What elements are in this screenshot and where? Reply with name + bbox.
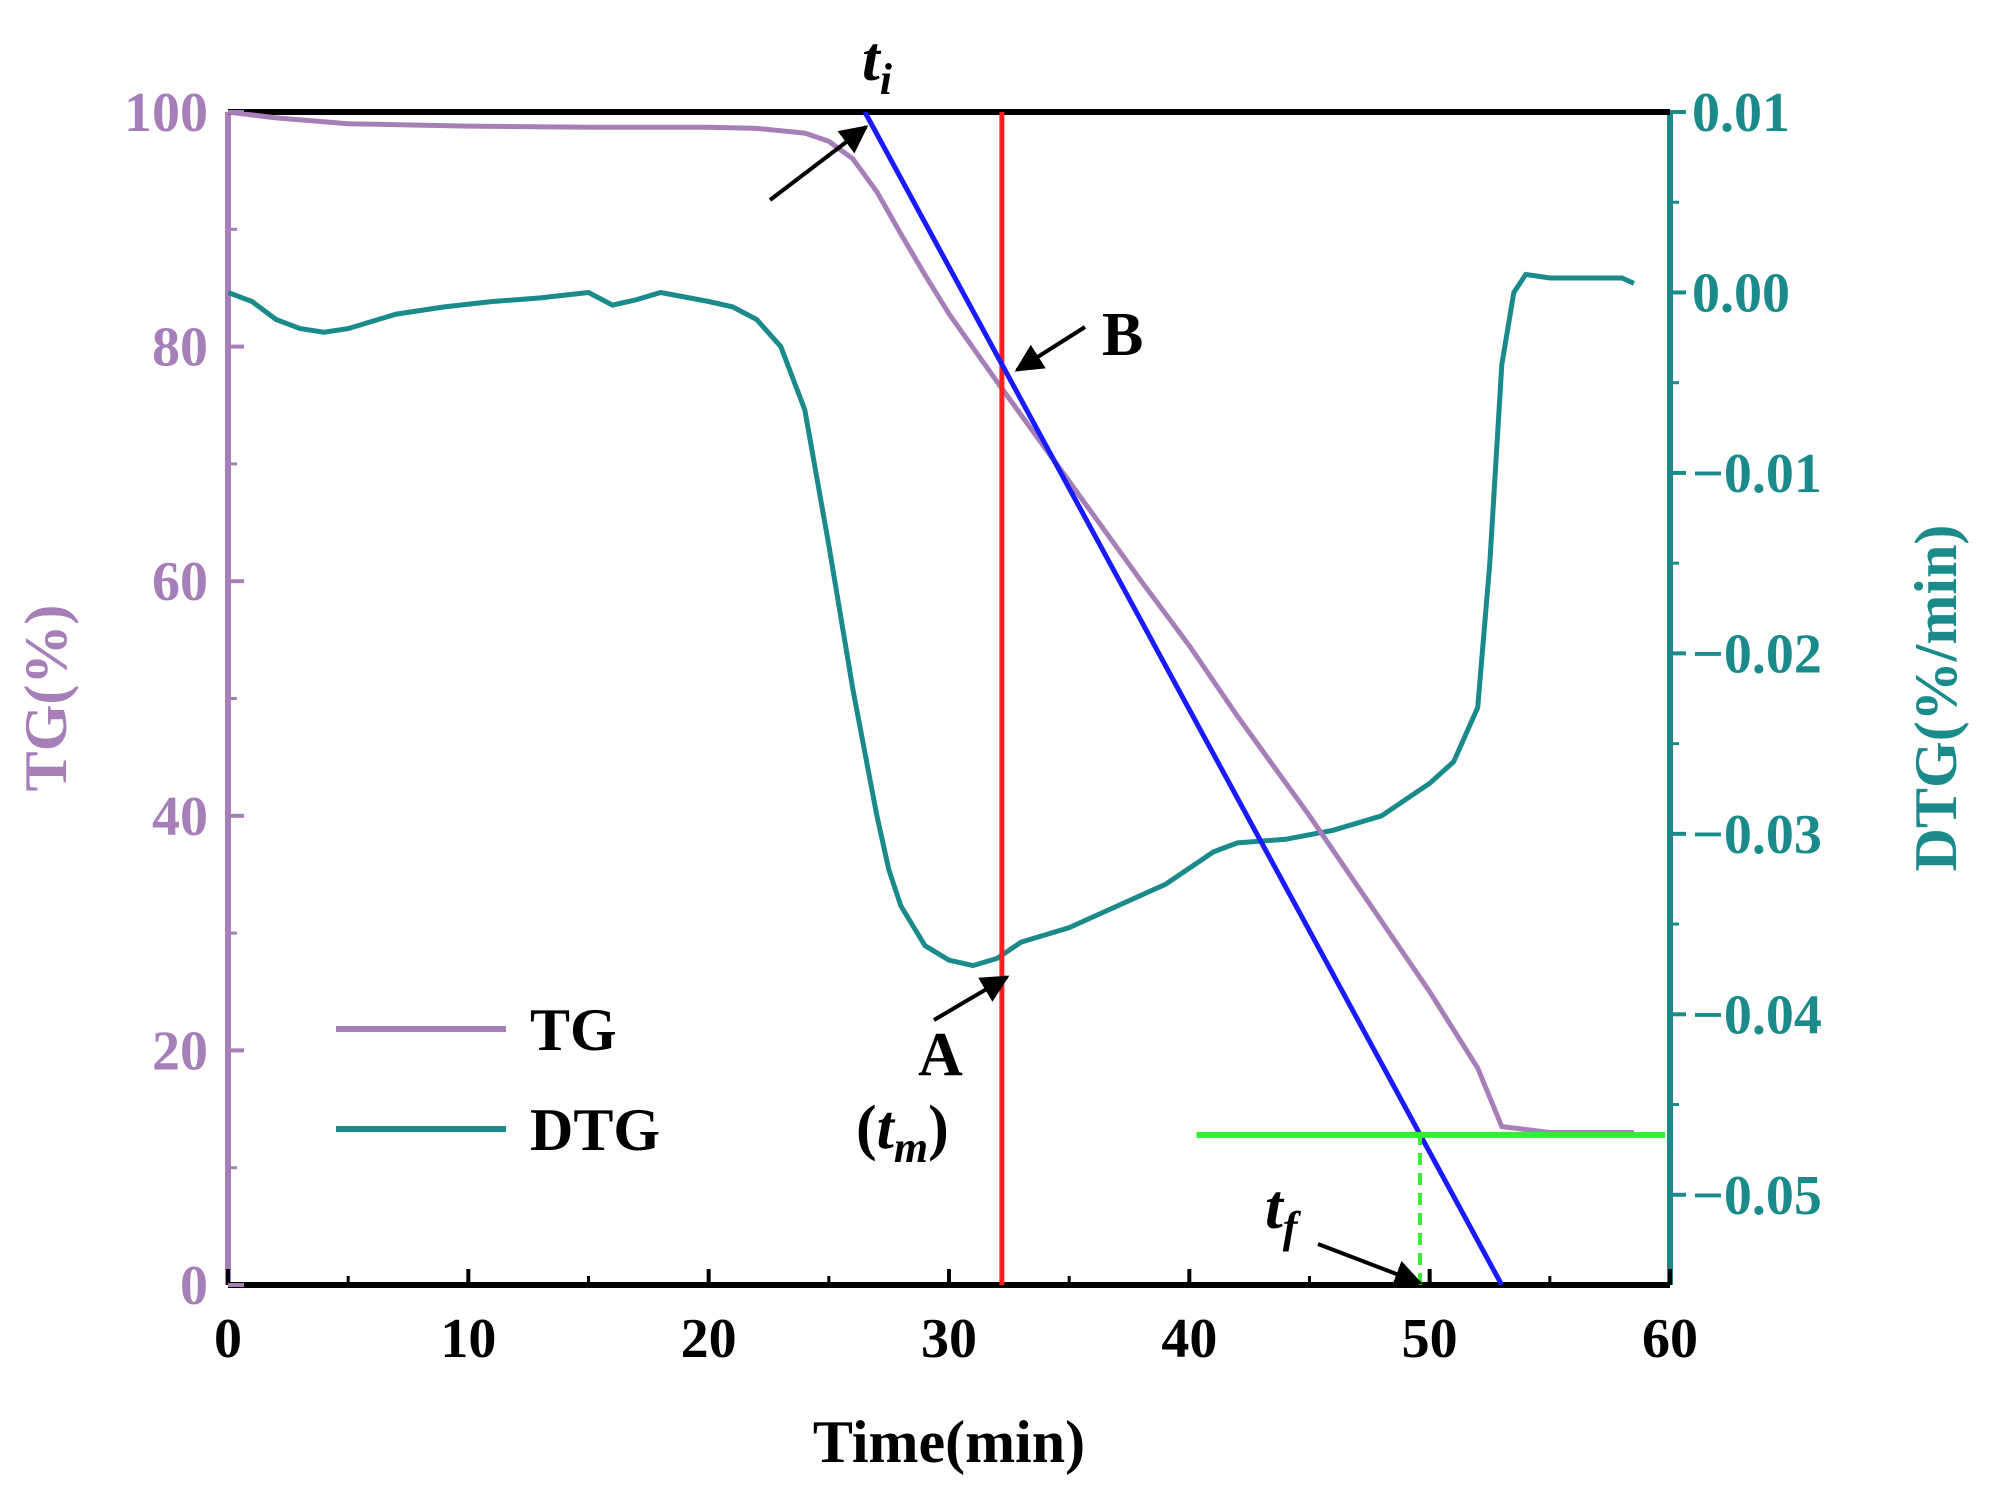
- x-tick-label: 0: [214, 1308, 242, 1370]
- tf-arrow: [1317, 1242, 1423, 1288]
- ti-arrow: [768, 125, 869, 202]
- x-axis-ticks: 0 10 20 30 40 50 60: [214, 1269, 1698, 1370]
- ti-label: ti: [862, 23, 893, 104]
- right-tick-label: −0.05: [1692, 1165, 1822, 1227]
- left-tick-label: 0: [180, 1255, 208, 1317]
- plot-frame: [225, 109, 1673, 1288]
- x-axis-title: Time(min): [813, 1409, 1085, 1475]
- left-axis-ticks: 0 20 40 60 80 100: [124, 82, 244, 1317]
- right-axis-ticks: 0.01 0.00 −0.01 −0.02 −0.03 −0.04 −0.05: [1670, 82, 1822, 1227]
- right-tick-label: −0.03: [1692, 804, 1822, 866]
- right-tick-label: −0.02: [1692, 623, 1822, 685]
- x-tick-label: 50: [1402, 1308, 1458, 1370]
- right-axis-title: DTG(%/min): [1903, 525, 1969, 872]
- left-tick-label: 60: [152, 551, 208, 613]
- legend-tg-label: TG: [530, 997, 617, 1063]
- left-tick-label: 20: [152, 1020, 208, 1082]
- tangent-line: [862, 112, 1504, 1285]
- left-axis-title: TG(%): [13, 605, 79, 792]
- x-tick-label: 60: [1642, 1308, 1698, 1370]
- tm-label: (tm): [856, 1094, 949, 1172]
- right-tick-label: −0.01: [1692, 443, 1822, 505]
- tf-label: tf: [1265, 1171, 1302, 1252]
- a-label: A: [918, 1021, 963, 1089]
- right-tick-label: −0.04: [1692, 984, 1822, 1046]
- b-arrow: [1014, 325, 1087, 372]
- x-tick-label: 20: [681, 1308, 737, 1370]
- x-tick-label: 40: [1161, 1308, 1217, 1370]
- a-arrow: [932, 975, 1010, 1022]
- left-tick-label: 100: [124, 82, 208, 144]
- right-tick-label: 0.00: [1692, 262, 1790, 324]
- x-tick-label: 10: [440, 1308, 496, 1370]
- dtg-series-line: [228, 271, 1636, 969]
- tg-series-line: [228, 112, 1634, 1135]
- b-label: B: [1102, 301, 1143, 369]
- left-tick-label: 80: [152, 317, 208, 379]
- x-tick-label: 30: [921, 1308, 977, 1370]
- left-tick-label: 40: [152, 786, 208, 848]
- legend-dtg-label: DTG: [530, 1097, 660, 1163]
- right-tick-label: 0.01: [1692, 82, 1790, 144]
- legend: TG DTG: [336, 997, 660, 1163]
